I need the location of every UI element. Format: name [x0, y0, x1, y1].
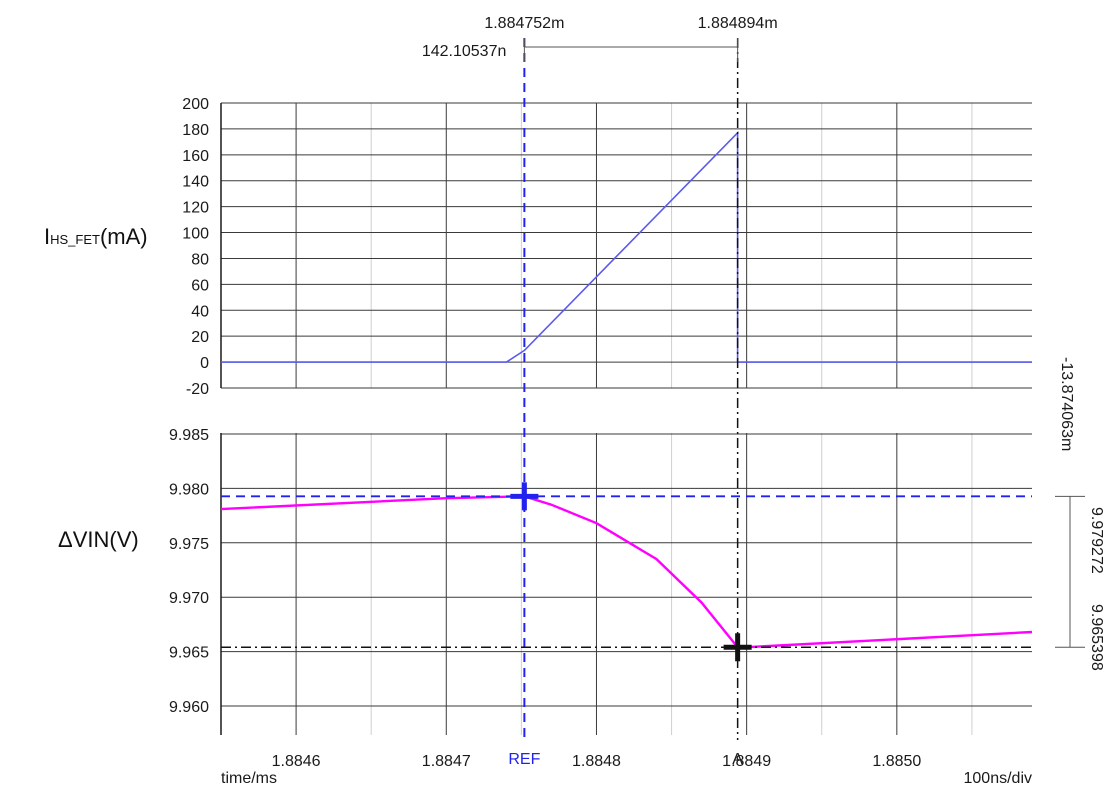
a-y-value-label: 9.965398 — [1088, 604, 1105, 671]
top-ytick-label-1: 0 — [200, 355, 209, 372]
bottom-ytick-label-2: 9.970 — [169, 590, 209, 607]
top-ytick-label-0: -20 — [186, 381, 209, 398]
top-ytick-label-11: 200 — [182, 96, 209, 113]
cursor-layer: 1.884752m 1.884894m 142.10537n REF A -13.8740… — [221, 15, 1105, 768]
top-ytick-label-2: 20 — [191, 329, 209, 346]
ref-cursor-name: REF — [508, 751, 540, 768]
x-tick-label-2: 1.8848 — [572, 753, 621, 770]
bottom-ytick-label-5: 9.985 — [169, 427, 209, 444]
ref-y-value-label: 9.979272 — [1088, 507, 1105, 574]
top-ylabel-unit: (mA) — [100, 224, 148, 249]
top-ytick-label-9: 160 — [182, 148, 209, 165]
x-tick-label-3: 1.8849 — [722, 753, 771, 770]
bottom-ytick-label-0: 9.960 — [169, 699, 209, 716]
a-cursor-name: A — [732, 751, 743, 768]
top-ylabel-sub: HS_FET — [50, 232, 100, 247]
ref-x-value-label: 1.884752m — [484, 15, 564, 32]
top-ytick-label-6: 100 — [182, 226, 209, 243]
a-x-value-label: 1.884894m — [698, 15, 778, 32]
top-ylabel: IHS_FET(mA) — [44, 224, 148, 249]
delta-y-label: -13.874063m — [1058, 357, 1075, 451]
top-ylabel-main: I — [44, 224, 50, 249]
x-tick-label-0: 1.8846 — [272, 753, 321, 770]
bottom-ytick-label-3: 9.975 — [169, 536, 209, 553]
voltage-plot-panel: 9.960 9.965 9.970 9.975 9.980 9.985 1.8846 1.88… — [169, 427, 1033, 770]
top-ytick-label-3: 40 — [191, 303, 209, 320]
x-tick-label-4: 1.8850 — [872, 753, 921, 770]
top-ytick-label-10: 180 — [182, 122, 209, 139]
bottom-ytick-label-4: 9.980 — [169, 481, 209, 498]
x-tick-label-1: 1.8847 — [422, 753, 471, 770]
top-ytick-label-8: 140 — [182, 174, 209, 191]
bottom-ylabel: ΔVIN(V) — [58, 527, 139, 552]
top-ytick-label-4: 60 — [191, 277, 209, 294]
bottom-series-line-0 — [220, 495, 1033, 649]
x-scale-label: 100ns/div — [964, 770, 1033, 787]
delta-x-label: 142.10537n — [422, 43, 507, 60]
top-ytick-label-7: 120 — [182, 200, 209, 217]
current-plot-panel: -20 0 20 40 60 80 100 120 140 160 180 200 — [182, 96, 1032, 398]
x-axis-label: time/ms — [221, 770, 277, 787]
top-ytick-label-5: 80 — [191, 251, 209, 268]
top-series-line-0 — [221, 130, 1032, 363]
bottom-ytick-label-1: 9.965 — [169, 645, 209, 662]
